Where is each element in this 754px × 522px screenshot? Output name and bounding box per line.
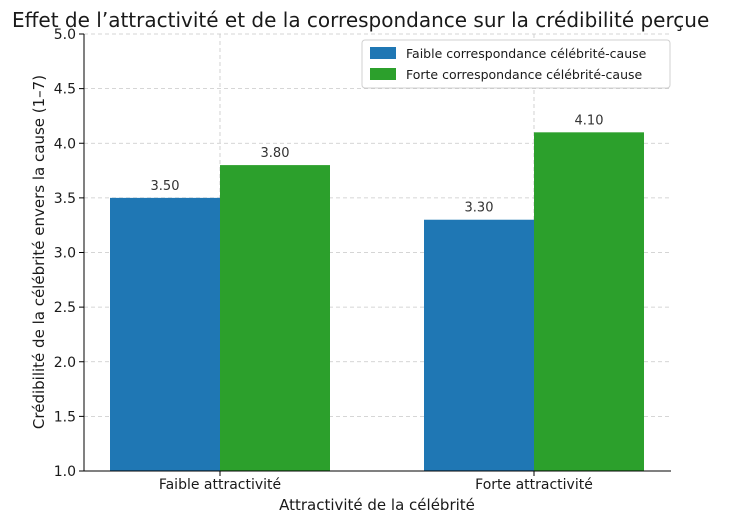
y-tick-label: 3.0 <box>54 246 76 262</box>
bar-data-label: 4.10 <box>575 113 604 128</box>
x-tick-label: Faible attractivité <box>159 477 281 493</box>
legend-box <box>361 39 671 89</box>
legend-swatch <box>370 47 396 59</box>
y-tick-label: 5.0 <box>54 27 76 43</box>
bar-data-label: 3.50 <box>151 179 180 194</box>
chart-title: Effet de l’attractivité et de la corresp… <box>12 8 709 32</box>
y-tick-label: 2.5 <box>54 300 76 316</box>
bar-data-label: 3.80 <box>261 146 290 161</box>
y-tick-label: 1.0 <box>54 464 76 480</box>
y-tick-label: 4.5 <box>54 82 76 98</box>
bars <box>110 132 644 471</box>
tick-labels: 1.0 1.5 2.0 2.5 3.0 3.5 4.0 4.5 5.0 Faible attrac… <box>54 27 593 493</box>
y-tick-label: 4.0 <box>54 136 76 152</box>
y-tick-label: 3.5 <box>54 191 76 207</box>
bar-faible-correspondance-forte-attractivite <box>424 219 534 471</box>
legend: Faible correspondance célébrité-cause For… <box>361 39 671 89</box>
legend-entry: Forte correspondance célébrité-cause <box>406 67 643 82</box>
y-tick-label: 2.0 <box>54 355 76 371</box>
legend-entry: Faible correspondance célébrité-cause <box>406 46 647 61</box>
data-labels: 3.50 3.30 3.80 4.10 <box>151 113 604 215</box>
bar-faible-correspondance-faible-attractivite <box>110 197 220 471</box>
axes <box>79 33 671 476</box>
x-axis-label: Attractivité de la célébrité <box>279 496 475 514</box>
y-axis-label: Crédibilité de la célébrité envers la ca… <box>30 75 48 429</box>
bar-data-label: 3.30 <box>465 201 494 216</box>
legend-swatch <box>370 68 396 80</box>
bar-forte-correspondance-faible-attractivite <box>220 165 330 471</box>
y-tick-label: 1.5 <box>54 409 76 425</box>
bar-forte-correspondance-forte-attractivite <box>534 132 644 471</box>
x-tick-label: Forte attractivité <box>475 477 593 493</box>
